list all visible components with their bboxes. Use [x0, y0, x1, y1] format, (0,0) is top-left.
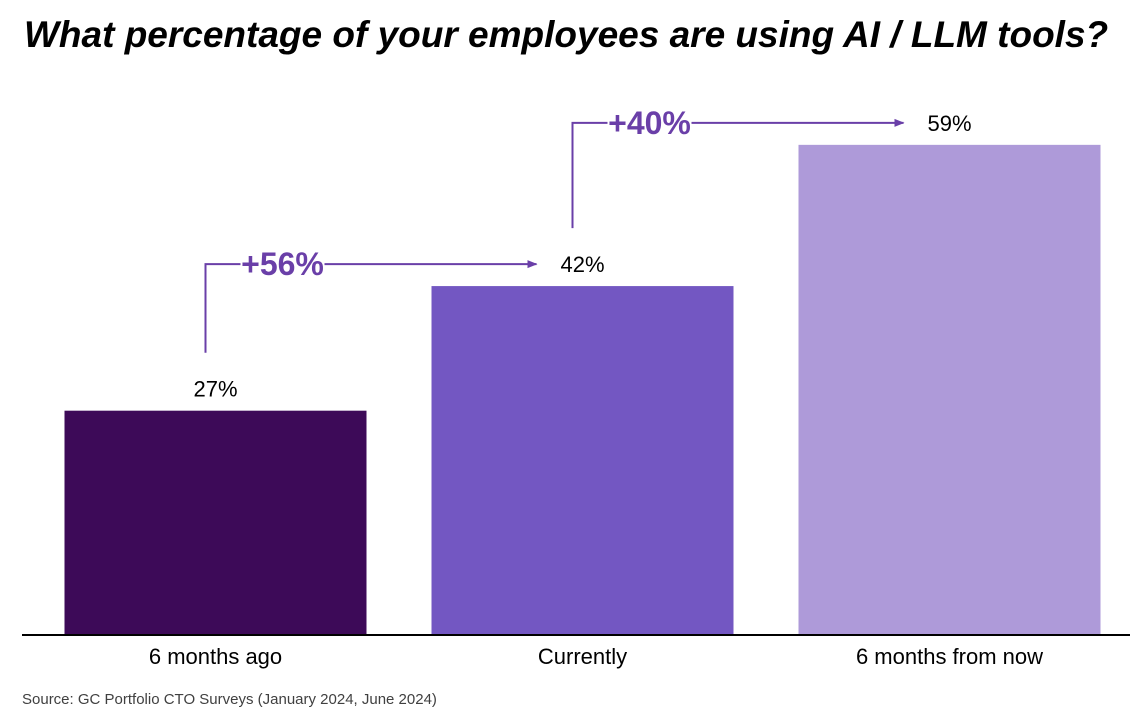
bar-3 [798, 144, 1101, 635]
data-label-2: 42% [560, 252, 604, 277]
growth-label-2: +40% [608, 105, 691, 141]
data-label-3: 59% [927, 111, 971, 136]
growth-arrow-left-2 [571, 121, 608, 229]
category-label-3: 6 months from now [856, 644, 1043, 669]
category-label-2: Currently [538, 644, 627, 669]
bar-1 [64, 410, 367, 635]
data-label-1: 27% [193, 377, 237, 402]
growth-arrow-left-1 [204, 263, 241, 353]
chart-title: What percentage of your employees are us… [24, 14, 1109, 55]
bar-2 [431, 286, 734, 635]
source-note: Source: GC Portfolio CTO Surveys (Januar… [22, 691, 437, 708]
growth-label-1: +56% [241, 246, 324, 282]
category-label-1: 6 months ago [149, 644, 282, 669]
